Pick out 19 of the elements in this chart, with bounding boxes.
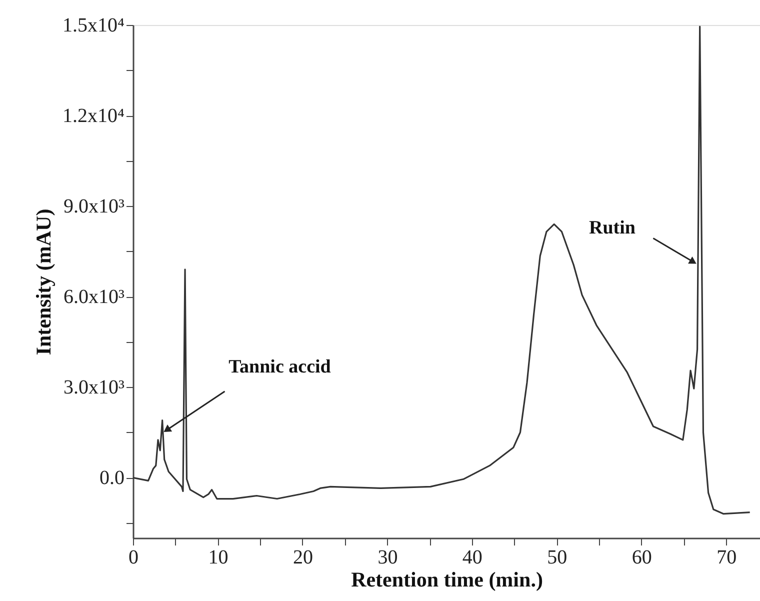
y-tick-label: 3.0x10³ bbox=[64, 376, 124, 399]
x-tick-label: 70 bbox=[716, 546, 737, 568]
x-tick-label: 30 bbox=[378, 546, 398, 568]
y-tick-label: 6.0x10³ bbox=[64, 286, 124, 308]
y-tick-label: 0.0 bbox=[100, 467, 124, 490]
x-tick-label: 20 bbox=[292, 546, 313, 568]
x-tick-label: 0 bbox=[128, 546, 138, 568]
x-tick-label: 10 bbox=[208, 546, 228, 568]
annotation: Rutin bbox=[588, 217, 636, 238]
y-tick-label: 1.2x10⁴ bbox=[62, 105, 125, 128]
x-tick-label: 40 bbox=[462, 546, 482, 568]
x-axis-title: Retention time (min.) bbox=[351, 568, 543, 592]
x-tick-label: 50 bbox=[547, 546, 568, 568]
y-axis-title: Intensity (mAU) bbox=[32, 208, 56, 356]
line-series bbox=[133, 26, 751, 515]
y-tick-label: 1.5x10⁴ bbox=[62, 14, 125, 36]
annotation: Tannic accid bbox=[228, 356, 332, 378]
y-tick-label: 9.0x10³ bbox=[64, 196, 124, 218]
x-tick-label: 60 bbox=[632, 546, 652, 568]
